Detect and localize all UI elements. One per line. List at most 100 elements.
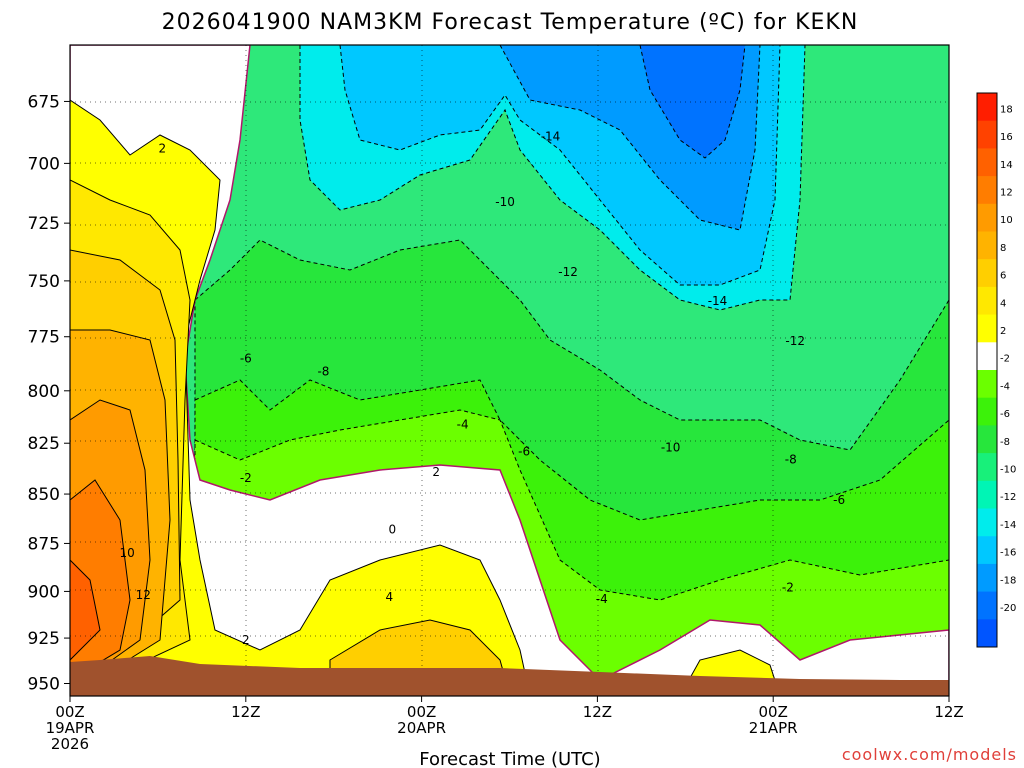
- contour-label: -6: [518, 444, 530, 458]
- colorbar-swatch: [977, 453, 997, 482]
- colorbar-label: 16: [1000, 132, 1013, 143]
- x-tick-label: 21APR: [749, 719, 798, 737]
- contour-label: 12: [136, 588, 151, 602]
- colorbar-swatch: [977, 203, 997, 232]
- colorbar-frame: [976, 92, 998, 648]
- credit-text: coolwx.com/models: [842, 745, 1017, 764]
- region-warm: [70, 45, 949, 696]
- colorbar-label: -16: [1000, 548, 1016, 559]
- contour-label: -8: [317, 365, 329, 379]
- chart-title: 2026041900 NAM3KM Forecast Temperature (…: [162, 10, 859, 35]
- colorbar-swatch: [977, 259, 997, 288]
- contour-label: -14: [541, 129, 561, 143]
- region-0-2: [70, 99, 531, 696]
- colorbar-swatch: [977, 286, 997, 316]
- contour-label: -12: [785, 334, 805, 348]
- colorbar-label: 18: [1000, 104, 1013, 115]
- x-tick-label: 12Z: [583, 703, 612, 721]
- x-tick-label: 19APR: [46, 719, 95, 737]
- colorbar-label: 12: [1000, 187, 1013, 198]
- colorbar-label: -2: [1000, 354, 1010, 365]
- contour-label: -12: [558, 265, 578, 279]
- colorbar-swatch: [977, 148, 997, 177]
- region-minus18: [639, 45, 746, 159]
- contour-label: -8: [785, 453, 797, 467]
- colorbar-label: -8: [1000, 437, 1010, 448]
- colorbar-swatch: [977, 508, 997, 537]
- x-tick-label: 12Z: [231, 703, 260, 721]
- y-tick-label: 675: [28, 92, 60, 112]
- colorbar-label: 4: [1000, 298, 1006, 309]
- y-tick-label: 925: [28, 629, 60, 649]
- contour-label: -10: [495, 195, 515, 209]
- colorbar-label: -14: [1000, 520, 1016, 531]
- y-tick-label: 775: [28, 328, 60, 348]
- contour-label: 2: [242, 633, 250, 647]
- plot-frame: [69, 44, 950, 697]
- colorbar-swatch: [977, 480, 997, 509]
- contour-label: -6: [833, 493, 845, 507]
- y-tick-label: 750: [28, 272, 60, 292]
- grid-lines: [70, 45, 949, 696]
- contour-label: -2: [240, 471, 252, 485]
- colorbar-label: 6: [1000, 271, 1006, 282]
- y-tick-label: 800: [28, 382, 60, 402]
- region-12-14: [70, 559, 101, 661]
- contour-label: -10: [661, 440, 681, 454]
- contour-label: -4: [596, 592, 608, 606]
- colorbar-swatch: [977, 563, 997, 593]
- y-tick-label: 850: [28, 485, 60, 505]
- contour-label: -4: [457, 418, 469, 432]
- y-tick-label: 875: [28, 534, 60, 554]
- colorbar-label: 10: [1000, 215, 1013, 226]
- colorbar-label: -10: [1000, 464, 1016, 475]
- colorbar-swatch: [977, 93, 997, 122]
- colorbar-swatch: [977, 120, 997, 149]
- y-tick-label: 900: [28, 582, 60, 602]
- y-tick-label: 700: [28, 154, 60, 174]
- x-tick-label: 20APR: [397, 719, 446, 737]
- ground-terrain: [70, 656, 949, 696]
- plot-area: 2 10 12 2 -2 -6 -8 0 2 4 -4 -6 -10 -12 -14 -4 -10 -14 -12 -…: [70, 45, 949, 696]
- colorbar-swatch: [977, 231, 997, 260]
- contour-label: 0: [388, 523, 396, 537]
- colorbar: 18 16 14 12 10 8 6 4 2 -2 -4 -6 -8 -10 -12 -14 -16 -18 -20: [976, 92, 1016, 648]
- contour-label: 4: [386, 590, 394, 604]
- colorbar-swatch: [977, 536, 997, 565]
- colorbar-swatch: [977, 342, 997, 371]
- contour-label: -2: [782, 581, 794, 595]
- y-tick-label: 725: [28, 214, 60, 234]
- colorbar-swatch: [977, 314, 997, 343]
- y-tick-label: 950: [28, 674, 60, 694]
- x-tick-label: 00Z: [759, 703, 788, 721]
- colorbar-label: -6: [1000, 409, 1010, 420]
- contour-label: 2: [432, 465, 440, 479]
- contour-label: 10: [119, 546, 134, 560]
- colorbar-label: 14: [1000, 160, 1013, 171]
- x-tick-label: 2026: [51, 735, 89, 753]
- colorbar-label: 8: [1000, 243, 1006, 254]
- colorbar-swatch: [977, 397, 997, 426]
- x-tick-label: 12Z: [934, 703, 963, 721]
- contour-label: -14: [708, 294, 728, 308]
- colorbar-label: -12: [1000, 492, 1016, 503]
- x-tick-label: 00Z: [55, 703, 84, 721]
- contour-label: 2: [158, 142, 166, 156]
- colorbar-label: -20: [1000, 603, 1016, 614]
- colorbar-swatch: [977, 619, 997, 648]
- colorbar-swatch: [977, 425, 997, 454]
- contour-label: -6: [240, 352, 252, 366]
- colorbar-swatch: [977, 176, 997, 205]
- x-axis-label: Forecast Time (UTC): [419, 749, 600, 768]
- y-tick-label: 825: [28, 434, 60, 454]
- colorbar-label: -4: [1000, 381, 1010, 392]
- colorbar-swatch: [977, 370, 997, 399]
- colorbar-swatch: [977, 591, 997, 620]
- contour-labels: 2 10 12 2 -2 -6 -8 0 2 4 -4 -6 -10 -12 -14 -4 -10 -14 -12 -…: [119, 129, 845, 647]
- colorbar-label: 2: [1000, 326, 1006, 337]
- x-tick-label: 00Z: [407, 703, 436, 721]
- colorbar-label: -18: [1000, 575, 1016, 586]
- y-axis: 675 700 725 750 775 800 825 850 875 900 925 950: [28, 92, 70, 694]
